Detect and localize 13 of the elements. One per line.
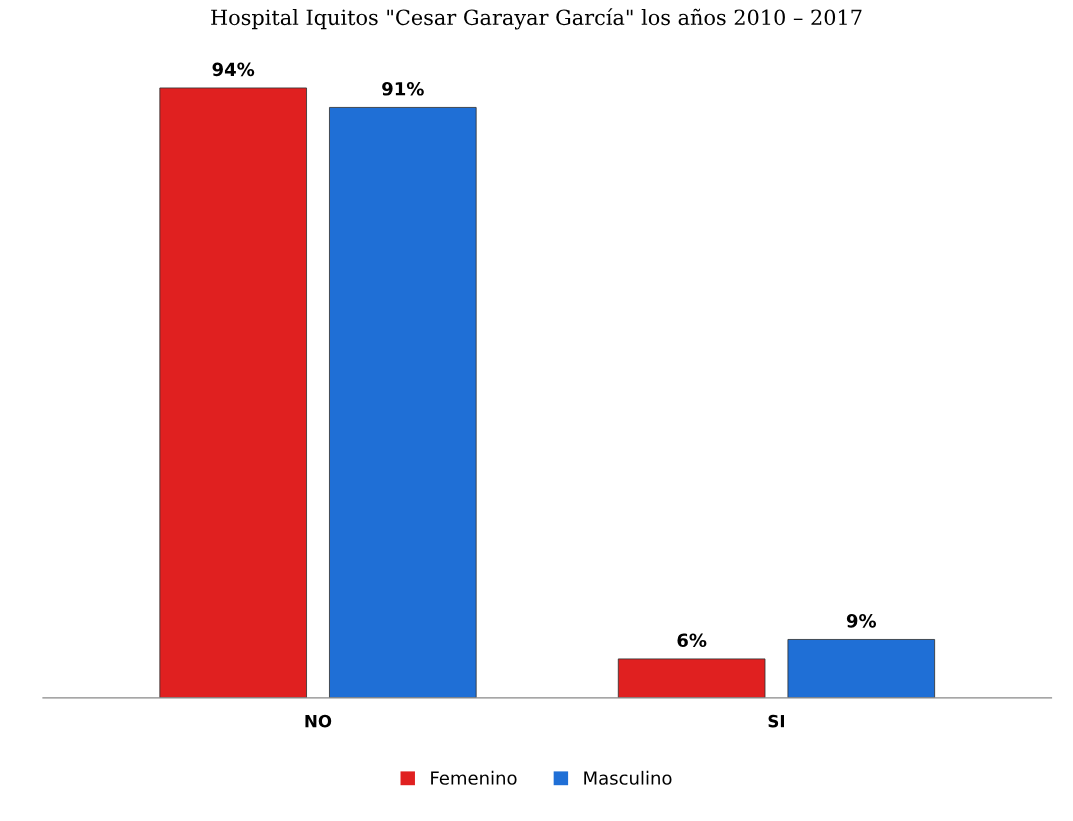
- chart-title: Hospital Iquitos "Cesar Garayar García" los años 2010 – 2017: [211, 8, 862, 30]
- bar: [617, 658, 766, 698]
- x-tick-label: NO: [305, 714, 332, 728]
- data-label: 94%: [212, 62, 255, 77]
- data-label: 91%: [382, 81, 424, 96]
- bar: [787, 639, 936, 698]
- bar: [159, 87, 307, 698]
- legend-label: Femenino: [431, 770, 517, 785]
- data-label: 9%: [846, 613, 877, 628]
- bar: [329, 107, 477, 698]
- legend-label: Masculino: [584, 770, 672, 785]
- x-tick-label: SI: [768, 714, 785, 728]
- data-label: 6%: [677, 633, 707, 648]
